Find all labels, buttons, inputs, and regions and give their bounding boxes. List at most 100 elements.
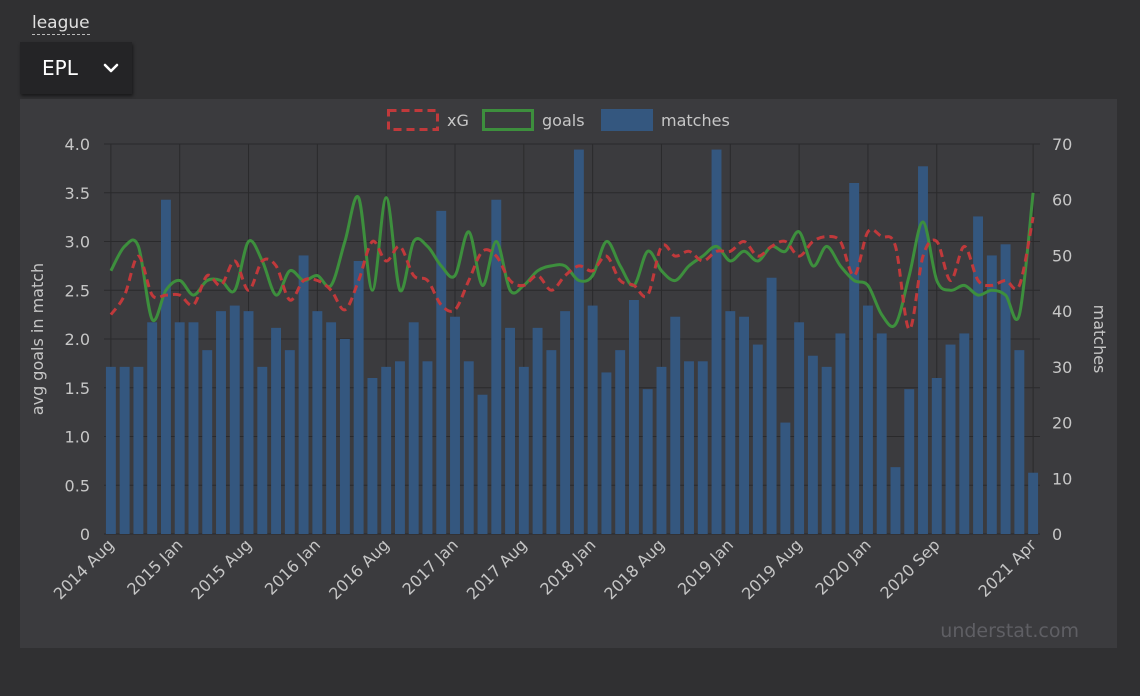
bar-matches	[1028, 472, 1039, 534]
bar-matches	[339, 339, 350, 534]
watermark: understat.com	[940, 620, 1079, 642]
bar-matches	[518, 366, 529, 534]
bar-matches	[615, 350, 626, 534]
chart-card: 0 0.5 1.0 1.5 2.0 2.5 3.0 3.5 4.0 0 10 20 30 40 50 60 70…	[20, 99, 1117, 648]
y-left-tick-label: 2.5	[65, 281, 90, 300]
bar-matches	[105, 366, 116, 534]
x-tick-label: 2016 Aug	[325, 535, 393, 603]
y-right-tick-label: 70	[1052, 135, 1072, 154]
bar-matches	[862, 305, 873, 534]
legend-swatch-xg	[387, 109, 439, 131]
y-left-tick-label: 0.5	[65, 476, 90, 495]
y-left-tick-label: 1.0	[65, 428, 90, 447]
bar-matches	[381, 366, 392, 534]
bar-matches	[298, 255, 309, 534]
x-tick-label: 2021 Apr	[975, 535, 1041, 601]
legend-swatch-goals	[482, 109, 534, 131]
bar-matches	[1000, 244, 1011, 535]
x-tick-label: 2015 Jan	[123, 535, 186, 598]
bar-matches	[284, 350, 295, 534]
bar-matches	[1014, 350, 1025, 534]
bar-matches	[229, 305, 240, 534]
bar-matches	[890, 467, 901, 534]
bar-matches	[119, 366, 130, 534]
x-tick-label: 2014 Aug	[50, 535, 118, 603]
x-tick-label: 2016 Jan	[261, 535, 324, 598]
bar-matches	[546, 350, 557, 534]
y-left-tick-label: 0	[80, 525, 90, 544]
bar-matches	[463, 361, 474, 534]
line-goals	[109, 192, 1035, 328]
bar-matches	[326, 322, 337, 534]
bar-matches	[312, 311, 323, 534]
x-tick-label: 2020 Sep	[876, 535, 943, 602]
bar-matches	[697, 361, 708, 534]
y-right-tick-label: 0	[1052, 525, 1062, 544]
bar-matches	[780, 422, 791, 534]
y-right-tick-label: 30	[1052, 358, 1072, 377]
bar-matches	[766, 277, 777, 534]
bar-matches	[147, 322, 158, 534]
legend-label-matches: matches	[661, 111, 730, 130]
bar-matches	[243, 311, 254, 534]
bar-matches	[807, 355, 818, 534]
bar-matches	[670, 316, 681, 534]
bar-matches	[752, 344, 763, 534]
chevron-down-icon[interactable]	[102, 59, 120, 81]
bar-matches	[656, 366, 667, 534]
y-right-tick-label: 50	[1052, 246, 1072, 265]
legend-item-xg: xG	[387, 109, 469, 131]
x-tick-label: 2019 Jan	[674, 535, 737, 598]
bar-matches	[711, 149, 722, 535]
y-right-tick-label: 60	[1052, 191, 1072, 210]
bar-matches	[918, 166, 928, 534]
bar-matches	[642, 389, 653, 534]
legend-item-goals: goals	[482, 109, 585, 131]
matches-bars	[105, 149, 1039, 535]
bar-matches	[849, 183, 860, 534]
y-left-tick-label: 3.0	[65, 233, 90, 252]
x-tick-label: 2019 Aug	[738, 535, 806, 603]
y-right-tick-label: 10	[1052, 469, 1072, 488]
bar-matches	[821, 366, 832, 534]
bar-matches	[739, 316, 750, 534]
line-xg	[109, 216, 1035, 331]
bar-matches	[973, 216, 984, 534]
bar-matches	[628, 300, 639, 534]
bar-matches	[532, 327, 543, 534]
x-tick-label: 2017 Jan	[399, 535, 462, 598]
y-left-axis-title: avg goals in match	[28, 263, 47, 415]
bar-matches	[422, 361, 433, 534]
legend-label-goals: goals	[542, 111, 585, 130]
bar-matches	[573, 149, 584, 535]
y-right-tick-label: 40	[1052, 302, 1072, 321]
bar-matches	[202, 350, 213, 534]
bar-matches	[794, 322, 805, 534]
bar-matches	[436, 210, 447, 534]
x-tick-label: 2017 Aug	[463, 535, 531, 603]
bar-matches	[174, 322, 185, 534]
y-left-tick-label: 4.0	[65, 135, 90, 154]
chart-lines	[109, 192, 1035, 331]
league-select-value: EPL	[42, 56, 78, 80]
bar-matches	[876, 333, 887, 534]
league-filter-label: league	[32, 13, 90, 35]
bar-matches	[160, 199, 171, 534]
league-select[interactable]: EPL	[20, 42, 132, 94]
bar-matches	[491, 199, 502, 534]
bar-matches	[931, 378, 942, 534]
bar-matches	[271, 327, 282, 534]
bar-matches	[353, 261, 364, 534]
y-left-tick-label: 1.5	[65, 379, 90, 398]
chart-legend: xG goals matches	[387, 109, 730, 131]
bar-matches	[725, 311, 736, 534]
y-right-axis-title: matches	[1090, 305, 1109, 374]
bar-matches	[587, 305, 598, 534]
goals-xg-chart: 0 0.5 1.0 1.5 2.0 2.5 3.0 3.5 4.0 0 10 20 30 40 50 60 70…	[28, 109, 1109, 642]
y-left-tick-label: 2.0	[65, 330, 90, 349]
x-tick-label: 2020 Jan	[812, 535, 875, 598]
bar-matches	[835, 333, 846, 534]
legend-label-xg: xG	[447, 111, 469, 130]
x-tick-label: 2018 Jan	[536, 535, 599, 598]
bar-matches	[601, 372, 612, 534]
